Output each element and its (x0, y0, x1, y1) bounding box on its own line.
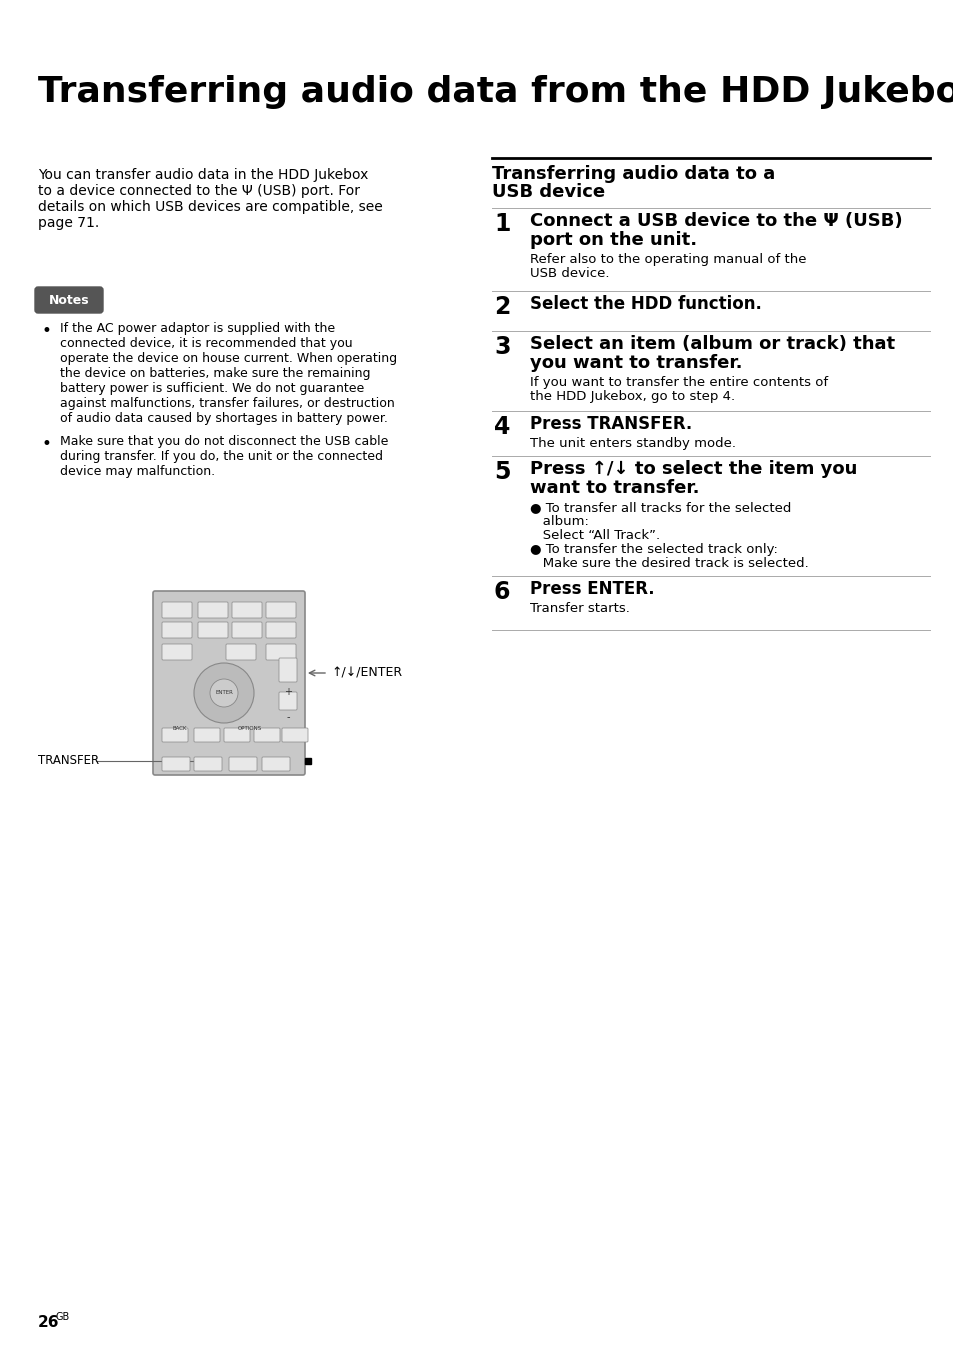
Text: ↑/↓/ENTER: ↑/↓/ENTER (331, 666, 402, 679)
FancyBboxPatch shape (162, 758, 190, 771)
Text: •: • (42, 435, 51, 453)
Text: you want to transfer.: you want to transfer. (530, 355, 741, 372)
Text: Press ENTER.: Press ENTER. (530, 580, 654, 599)
Text: GB: GB (56, 1312, 71, 1322)
FancyBboxPatch shape (266, 621, 295, 638)
Text: If the AC power adaptor is supplied with the: If the AC power adaptor is supplied with… (60, 322, 335, 336)
Text: 3: 3 (494, 336, 510, 359)
FancyBboxPatch shape (266, 603, 295, 617)
Text: BACK: BACK (172, 727, 187, 731)
FancyBboxPatch shape (278, 658, 296, 682)
Text: 6: 6 (494, 580, 510, 604)
Text: Transferring audio data to a: Transferring audio data to a (492, 164, 775, 183)
FancyBboxPatch shape (162, 644, 192, 661)
Text: 1: 1 (494, 212, 510, 236)
FancyBboxPatch shape (35, 287, 103, 313)
FancyBboxPatch shape (253, 728, 280, 741)
Text: Connect a USB device to the Ψ (USB): Connect a USB device to the Ψ (USB) (530, 212, 902, 231)
Text: Make sure the desired track is selected.: Make sure the desired track is selected. (530, 557, 808, 570)
Text: Transfer starts.: Transfer starts. (530, 603, 629, 615)
Text: Select “All Track”.: Select “All Track”. (530, 528, 659, 542)
FancyBboxPatch shape (282, 728, 308, 741)
FancyBboxPatch shape (226, 644, 255, 661)
Text: ENTER: ENTER (214, 690, 233, 696)
Text: •: • (42, 322, 51, 340)
Text: Select an item (album or track) that: Select an item (album or track) that (530, 336, 894, 353)
Text: Refer also to the operating manual of the: Refer also to the operating manual of th… (530, 253, 805, 266)
Text: the device on batteries, make sure the remaining: the device on batteries, make sure the r… (60, 367, 370, 380)
Text: USB device.: USB device. (530, 267, 609, 280)
Text: +: + (284, 687, 292, 697)
FancyBboxPatch shape (232, 603, 262, 617)
Text: USB device: USB device (492, 183, 604, 201)
Text: Select the HDD function.: Select the HDD function. (530, 295, 761, 313)
FancyBboxPatch shape (232, 621, 262, 638)
Text: album:: album: (530, 515, 588, 528)
FancyBboxPatch shape (229, 758, 256, 771)
FancyBboxPatch shape (198, 603, 228, 617)
Text: connected device, it is recommended that you: connected device, it is recommended that… (60, 337, 353, 350)
Text: page 71.: page 71. (38, 216, 99, 231)
Text: of audio data caused by shortages in battery power.: of audio data caused by shortages in bat… (60, 412, 388, 425)
Text: ● To transfer all tracks for the selected: ● To transfer all tracks for the selecte… (530, 501, 791, 514)
Circle shape (210, 679, 237, 706)
Text: 4: 4 (494, 415, 510, 439)
Text: port on the unit.: port on the unit. (530, 231, 697, 249)
FancyBboxPatch shape (152, 590, 305, 775)
Text: The unit enters standby mode.: The unit enters standby mode. (530, 437, 735, 450)
Text: to a device connected to the Ψ (USB) port. For: to a device connected to the Ψ (USB) por… (38, 183, 359, 198)
Text: Notes: Notes (49, 294, 90, 306)
Text: want to transfer.: want to transfer. (530, 479, 699, 497)
FancyBboxPatch shape (262, 758, 290, 771)
Text: 5: 5 (494, 460, 510, 484)
Text: during transfer. If you do, the unit or the connected: during transfer. If you do, the unit or … (60, 450, 382, 462)
Text: 26: 26 (38, 1316, 59, 1330)
Text: operate the device on house current. When operating: operate the device on house current. Whe… (60, 352, 396, 365)
FancyBboxPatch shape (162, 728, 188, 741)
Text: If you want to transfer the entire contents of: If you want to transfer the entire conte… (530, 376, 827, 390)
Text: 2: 2 (494, 295, 510, 319)
FancyBboxPatch shape (162, 621, 192, 638)
Text: Press TRANSFER.: Press TRANSFER. (530, 415, 692, 433)
Text: Transferring audio data from the HDD Jukebox: Transferring audio data from the HDD Juk… (38, 75, 953, 109)
Text: the HDD Jukebox, go to step 4.: the HDD Jukebox, go to step 4. (530, 390, 735, 403)
Text: details on which USB devices are compatible, see: details on which USB devices are compati… (38, 200, 382, 214)
Text: You can transfer audio data in the HDD Jukebox: You can transfer audio data in the HDD J… (38, 168, 368, 182)
Text: Press ↑/↓ to select the item you: Press ↑/↓ to select the item you (530, 460, 857, 479)
FancyBboxPatch shape (278, 692, 296, 710)
FancyBboxPatch shape (198, 621, 228, 638)
FancyBboxPatch shape (193, 758, 222, 771)
Text: OPTIONS: OPTIONS (237, 727, 262, 731)
Text: against malfunctions, transfer failures, or destruction: against malfunctions, transfer failures,… (60, 398, 395, 410)
FancyBboxPatch shape (266, 644, 295, 661)
Text: Make sure that you do not disconnect the USB cable: Make sure that you do not disconnect the… (60, 435, 388, 448)
FancyBboxPatch shape (224, 728, 250, 741)
FancyBboxPatch shape (193, 728, 220, 741)
Text: TRANSFER: TRANSFER (38, 755, 99, 767)
FancyBboxPatch shape (162, 603, 192, 617)
Text: device may malfunction.: device may malfunction. (60, 465, 214, 479)
Circle shape (193, 663, 253, 723)
Text: ● To transfer the selected track only:: ● To transfer the selected track only: (530, 543, 777, 555)
Text: -: - (286, 712, 290, 723)
Text: battery power is sufficient. We do not guarantee: battery power is sufficient. We do not g… (60, 381, 364, 395)
